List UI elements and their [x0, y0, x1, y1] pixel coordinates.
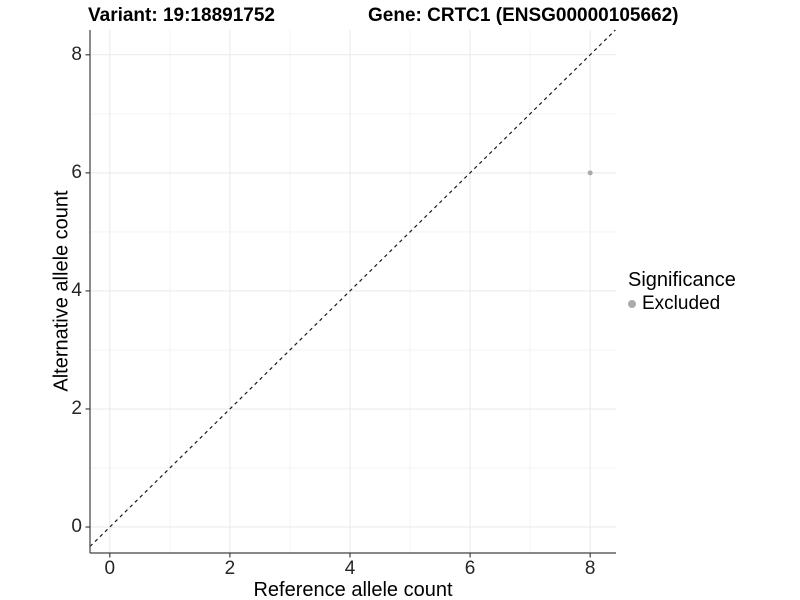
x-tick-label: 0: [104, 558, 116, 579]
x-axis-title: Reference allele count: [253, 579, 453, 600]
legend-item-label: Excluded: [642, 293, 721, 314]
legend-title: Significance: [628, 269, 736, 291]
legend-items: Excluded: [628, 293, 736, 315]
y-tick-label: 4: [71, 279, 82, 301]
legend: Significance Excluded: [628, 269, 736, 315]
plot-title-variant: Variant: 19:18891752: [88, 5, 275, 26]
y-tick-label: 8: [71, 43, 82, 65]
x-tick-label: 4: [344, 558, 356, 579]
y-tick-label: 0: [71, 516, 82, 538]
plot-title-gene: Gene: CRTC1 (ENSG00000105662): [368, 5, 679, 26]
y-tick-label: 2: [71, 397, 82, 419]
x-tick-label: 2: [224, 558, 236, 579]
x-tick-label: 6: [464, 558, 476, 579]
legend-item: Excluded: [628, 293, 736, 315]
y-axis-title: Alternative allele count: [50, 190, 73, 392]
x-tick-label: 8: [584, 558, 596, 579]
y-tick-label: 6: [71, 161, 82, 183]
identity-line: [89, 29, 616, 547]
legend-point-icon: [628, 300, 636, 308]
data-point: [587, 170, 593, 176]
